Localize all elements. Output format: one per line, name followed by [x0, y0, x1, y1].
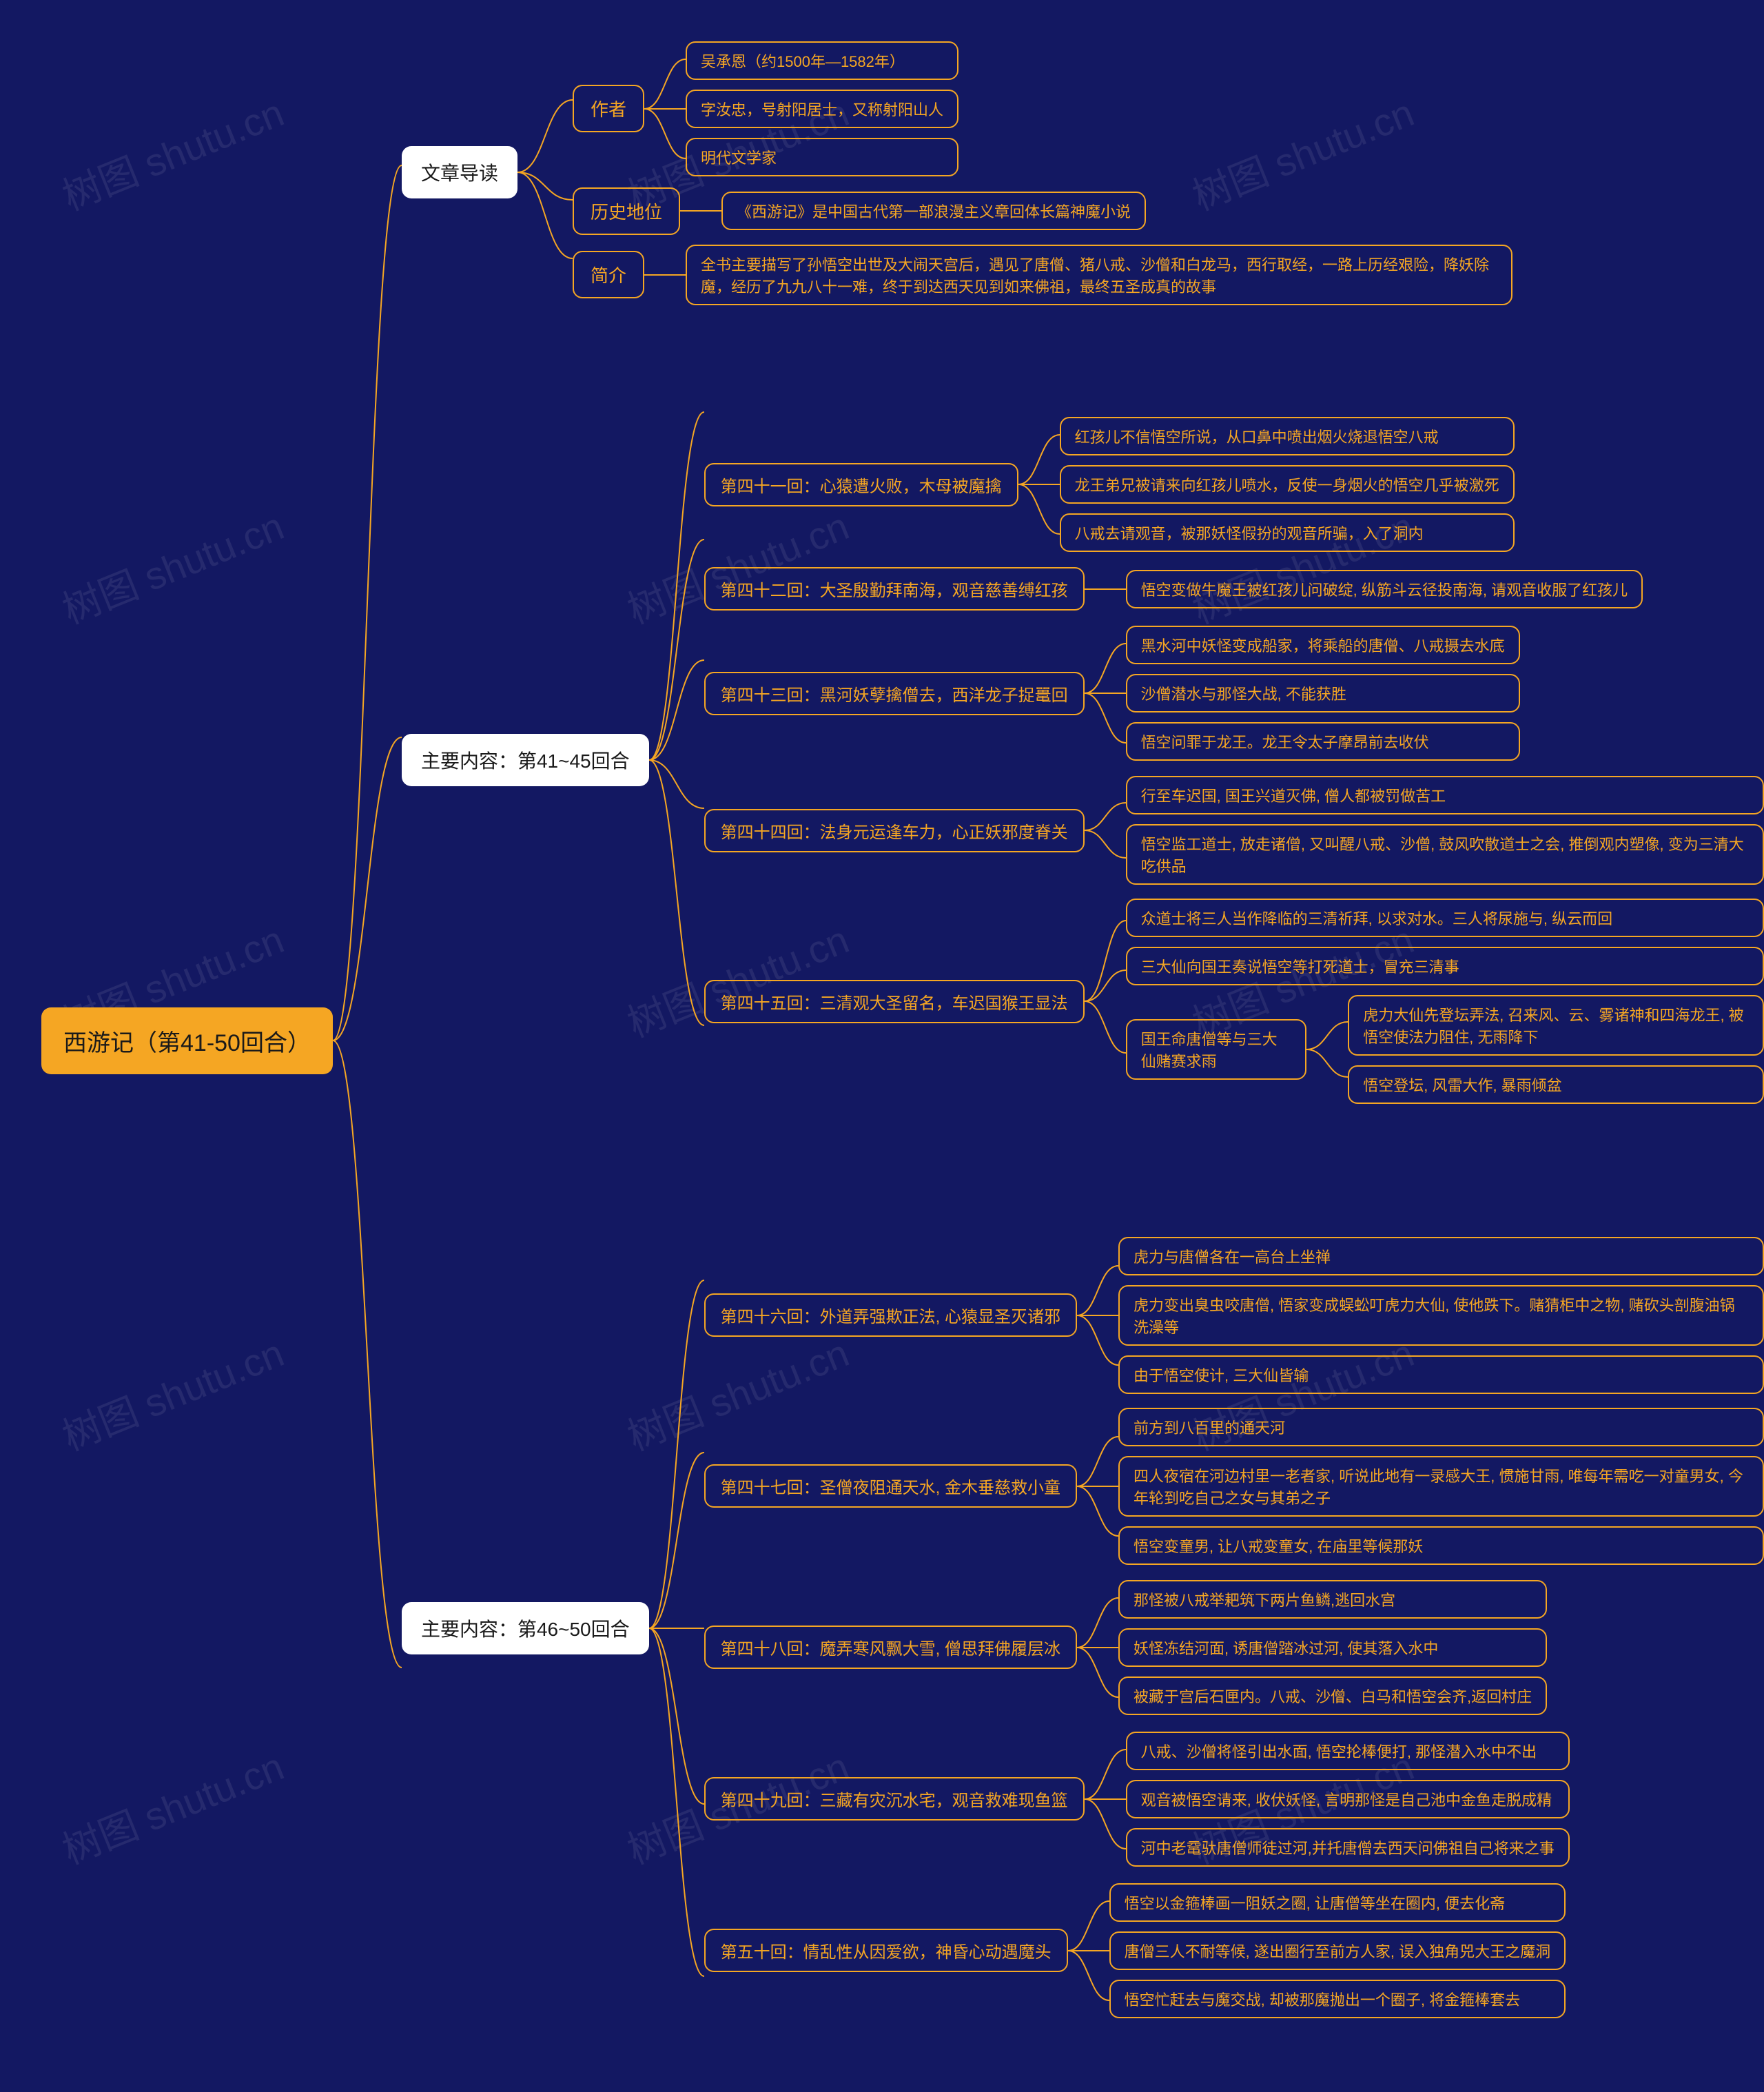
c48-0[interactable]: 那怪被八戒举耙筑下两片鱼鳞,逃回水宫 [1118, 1580, 1547, 1619]
c50-1[interactable]: 唐僧三人不耐等候, 遂出圈行至前方人家, 误入独角兕大王之魔洞 [1109, 1931, 1566, 1970]
c43-title[interactable]: 第四十三回：黑河妖孽擒僧去，西洋龙子捉鼍回 [704, 672, 1085, 715]
c48-title[interactable]: 第四十八回：魔弄寒风飘大雪, 僧思拜佛履层冰 [704, 1626, 1077, 1669]
section-part2[interactable]: 主要内容：第46~50回合 [402, 1602, 649, 1654]
c45-0[interactable]: 众道士将三人当作降临的三清祈拜, 以求对水。三人将尿施与, 纵云而回 [1126, 899, 1764, 937]
mindmap: 西游记（第41-50回合） 文章导读 作者 [41, 28, 1764, 2053]
c41-title[interactable]: 第四十一回：心猿遭火败，木母被魔擒 [704, 463, 1018, 506]
c44-title[interactable]: 第四十四回：法身元运逢车力，心正妖邪度脊关 [704, 809, 1085, 852]
author-item-1[interactable]: 字汝忠，号射阳居士，又称射阳山人 [686, 90, 958, 128]
intro-author[interactable]: 作者 [573, 85, 644, 132]
c45-sub-0[interactable]: 虎力大仙先登坛弄法, 召来风、云、雾诸神和四海龙王, 被悟空使法力阻住, 无雨降… [1348, 995, 1764, 1056]
c50-title[interactable]: 第五十回：情乱性从因爱欲，神昏心动遇魔头 [704, 1929, 1068, 1972]
c41-2[interactable]: 八戒去请观音，被那妖怪假扮的观音所骗，入了洞内 [1060, 513, 1515, 552]
summary-text[interactable]: 全书主要描写了孙悟空出世及大闹天宫后，遇见了唐僧、猪八戒、沙僧和白龙马，西行取经… [686, 245, 1512, 305]
c46-1[interactable]: 虎力变出臭虫咬唐僧, 悟家变成蜈蚣叮虎力大仙, 使他跌下。赌猜柜中之物, 赌砍头… [1118, 1285, 1764, 1346]
c45-sub-label[interactable]: 国王命唐僧等与三大仙赌赛求雨 [1126, 1019, 1307, 1080]
root-connector [333, 28, 402, 2053]
section-intro[interactable]: 文章导读 [402, 146, 517, 198]
author-conn [644, 40, 686, 178]
c48-1[interactable]: 妖怪冻结河面, 诱唐僧踏冰过河, 使其落入水中 [1118, 1628, 1547, 1667]
author-item-0[interactable]: 吴承恩（约1500年—1582年） [686, 41, 958, 80]
c44-0[interactable]: 行至车迟国, 国王兴道灭佛, 僧人都被罚做苦工 [1126, 776, 1764, 814]
c45-1[interactable]: 三大仙向国王奏说悟空等打死道士，冒充三清事 [1126, 947, 1764, 985]
c49-2[interactable]: 河中老鼋驮唐僧师徒过河,并托唐僧去西天问佛祖自己将来之事 [1126, 1828, 1570, 1867]
c46-title[interactable]: 第四十六回：外道弄强欺正法, 心猿显圣灭诸邪 [704, 1293, 1077, 1337]
c49-title[interactable]: 第四十九回：三藏有灾沉水宅，观音救难现鱼篮 [704, 1777, 1085, 1821]
c45-sub-1[interactable]: 悟空登坛, 风雷大作, 暴雨倾盆 [1348, 1065, 1764, 1104]
intro-connector [517, 45, 573, 300]
part2-connector [649, 1215, 704, 2042]
root-node[interactable]: 西游记（第41-50回合） [41, 1007, 333, 1074]
intro-summary[interactable]: 简介 [573, 251, 644, 298]
c47-1[interactable]: 四人夜宿在河边村里一老者家, 听说此地有一录感大王, 惯施甘雨, 唯每年需吃一对… [1118, 1456, 1764, 1517]
c46-2[interactable]: 由于悟空使计, 三大仙皆输 [1118, 1355, 1764, 1394]
c48-2[interactable]: 被藏于宫后石匣内。八戒、沙僧、白马和悟空会齐,返回村庄 [1118, 1676, 1547, 1715]
section-part1[interactable]: 主要内容：第41~45回合 [402, 734, 649, 786]
c50-2[interactable]: 悟空忙赶去与魔交战, 却被那魔抛出一个圈子, 将金箍棒套去 [1109, 1980, 1566, 2018]
history-text[interactable]: 《西游记》是中国古代第一部浪漫主义章回体长篇神魔小说 [721, 192, 1146, 230]
c47-title[interactable]: 第四十七回：圣僧夜阻通天水, 金木垂慈救小童 [704, 1464, 1077, 1508]
c42-title[interactable]: 第四十二回：大圣殷勤拜南海，观音慈善缚红孩 [704, 567, 1085, 611]
c45-title[interactable]: 第四十五回：三清观大圣留名，车迟国猴王显法 [704, 980, 1085, 1023]
c47-0[interactable]: 前方到八百里的通天河 [1118, 1408, 1764, 1446]
c47-2[interactable]: 悟空变童男, 让八戒变童女, 在庙里等候那妖 [1118, 1526, 1764, 1565]
intro-history[interactable]: 历史地位 [573, 187, 680, 235]
c50-0[interactable]: 悟空以金箍棒画一阻妖之圈, 让唐僧等坐在圈内, 便去化斋 [1109, 1883, 1566, 1922]
c49-1[interactable]: 观音被悟空请来, 收伏妖怪, 言明那怪是自己池中金鱼走脱成精 [1126, 1780, 1570, 1818]
c41-1[interactable]: 龙王弟兄被请来向红孩儿喷水，反使一身烟火的悟空几乎被激死 [1060, 465, 1515, 504]
c43-0[interactable]: 黑水河中妖怪变成船家，将乘船的唐僧、八戒摄去水底 [1126, 626, 1520, 664]
author-item-2[interactable]: 明代文学家 [686, 138, 958, 176]
c49-0[interactable]: 八戒、沙僧将怪引出水面, 悟空抡棒便打, 那怪潜入水中不出 [1126, 1732, 1570, 1770]
c44-1[interactable]: 悟空监工道士, 放走诸僧, 又叫醒八戒、沙僧, 鼓风吹散道士之会, 推倒观内塑像… [1126, 824, 1764, 885]
c43-2[interactable]: 悟空问罪于龙王。龙王令太子摩昂前去收伏 [1126, 722, 1520, 761]
part1-connector [649, 347, 704, 1173]
c43-1[interactable]: 沙僧潜水与那怪大战, 不能获胜 [1126, 674, 1520, 712]
c41-0[interactable]: 红孩儿不信悟空所说，从口鼻中喷出烟火烧退悟空八戒 [1060, 417, 1515, 455]
c42-0[interactable]: 悟空变做牛魔王被红孩儿问破绽, 纵筋斗云径投南海, 请观音收服了红孩儿 [1126, 570, 1643, 608]
c46-0[interactable]: 虎力与唐僧各在一高台上坐禅 [1118, 1237, 1764, 1275]
